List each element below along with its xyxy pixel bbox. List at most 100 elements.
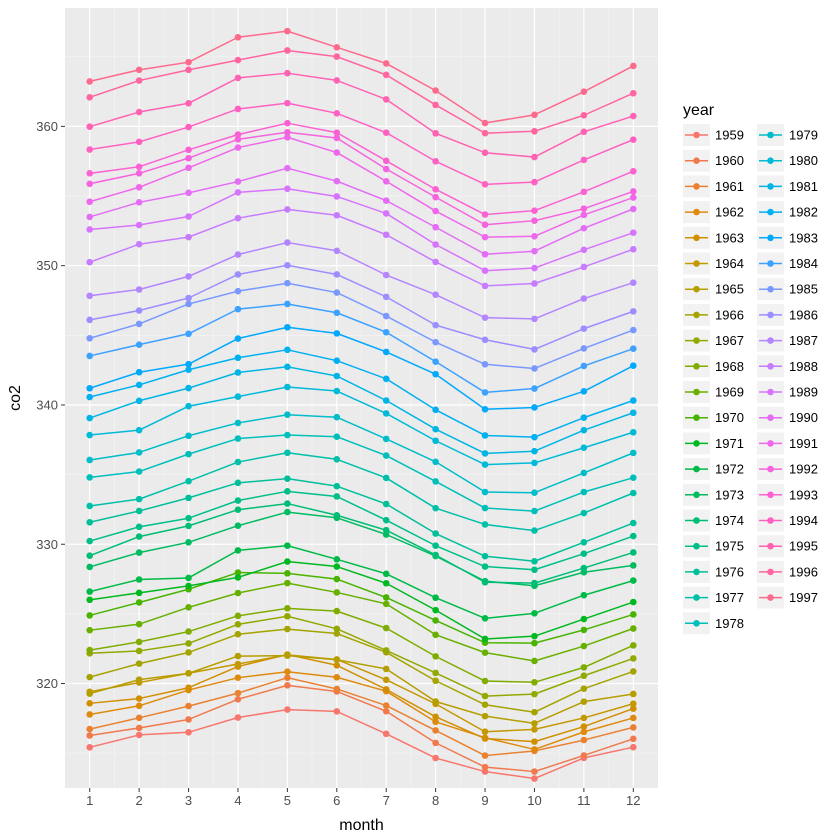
data-point-1966 <box>135 660 143 667</box>
y-tick-label: 340 <box>36 397 58 412</box>
data-point-1969 <box>185 604 192 611</box>
data-point-1983 <box>432 370 439 378</box>
data-point-1996 <box>333 53 341 60</box>
data-point-1985 <box>284 279 291 287</box>
series-line-1987 <box>89 241 634 320</box>
data-point-1979 <box>135 449 143 456</box>
data-point-1975 <box>86 537 94 545</box>
data-point-1975 <box>135 523 143 531</box>
data-point-1959 <box>284 706 291 713</box>
data-point-1990 <box>185 189 192 197</box>
legend-label-1959: 1959 <box>715 128 744 143</box>
data-point-1960 <box>135 724 143 732</box>
series-line-1971 <box>89 560 634 640</box>
data-point-1991 <box>86 198 94 206</box>
data-point-1987 <box>432 291 439 298</box>
data-point-1985 <box>481 360 489 368</box>
data-point-1994 <box>382 129 390 136</box>
legend-item-1977: 1977 <box>683 586 744 609</box>
data-point-1968 <box>234 612 242 620</box>
data-point-1984 <box>234 305 242 313</box>
data-point-1960 <box>86 732 94 739</box>
legend-key-point <box>767 594 774 601</box>
data-point-1980 <box>432 437 439 445</box>
series-line-1993 <box>89 122 634 216</box>
legend-key-point <box>693 414 700 422</box>
data-point-1976 <box>629 519 637 527</box>
data-point-1984 <box>531 385 538 392</box>
legend-label-1994: 1994 <box>789 513 818 528</box>
data-point-1970 <box>234 569 242 576</box>
data-point-1965 <box>481 712 489 720</box>
data-point-1985 <box>580 345 588 352</box>
series-line-1967 <box>89 615 634 697</box>
legend-item-1990: 1990 <box>757 406 818 429</box>
data-point-1988 <box>382 231 390 239</box>
data-point-1992 <box>382 165 390 173</box>
data-point-1993 <box>629 167 637 175</box>
data-point-1967 <box>481 692 489 700</box>
legend-key-point <box>767 183 774 190</box>
data-point-1981 <box>185 384 192 392</box>
data-point-1966 <box>629 668 637 675</box>
data-point-1972 <box>481 615 489 622</box>
data-point-1977 <box>481 521 489 528</box>
data-point-1992 <box>234 136 242 143</box>
data-point-1976 <box>382 500 390 508</box>
data-point-1980 <box>629 428 637 436</box>
series-line-1992 <box>89 131 634 226</box>
data-point-1970 <box>531 639 538 647</box>
data-point-1994 <box>580 156 588 164</box>
legend-key-point <box>693 157 700 164</box>
data-point-1972 <box>580 591 588 599</box>
data-point-1996 <box>382 71 390 79</box>
data-point-1960 <box>580 752 588 759</box>
legend-label-1974: 1974 <box>715 513 744 528</box>
legend-key-point <box>767 465 774 473</box>
data-point-1961 <box>234 689 242 697</box>
data-point-1963 <box>135 695 143 702</box>
data-point-1969 <box>284 579 291 587</box>
data-point-1971 <box>531 632 538 640</box>
data-point-1968 <box>185 628 192 635</box>
data-point-1964 <box>580 714 588 722</box>
data-point-1974 <box>432 551 439 559</box>
legend-key-point <box>767 414 774 422</box>
series-line-1963 <box>89 653 634 743</box>
legend-item-1986: 1986 <box>757 303 818 326</box>
data-point-1996 <box>432 101 439 109</box>
data-point-1964 <box>234 660 242 668</box>
data-point-1969 <box>86 626 94 634</box>
data-point-1990 <box>481 250 489 258</box>
legend-label-1977: 1977 <box>715 590 744 605</box>
data-point-1971 <box>481 635 489 643</box>
data-point-1993 <box>333 129 341 136</box>
data-point-1972 <box>135 576 143 583</box>
data-point-1984 <box>432 358 439 365</box>
data-point-1997 <box>86 78 94 85</box>
legend-label-1986: 1986 <box>789 307 818 322</box>
legend-item-1959: 1959 <box>683 124 744 146</box>
data-point-1984 <box>86 352 94 360</box>
data-point-1960 <box>284 682 291 689</box>
data-point-1983 <box>531 404 538 411</box>
series-line-1968 <box>89 607 634 684</box>
data-point-1989 <box>234 189 242 196</box>
data-point-1997 <box>629 62 637 70</box>
legend-key-point <box>693 234 700 242</box>
data-point-1971 <box>284 558 291 565</box>
legend-item-1991: 1991 <box>757 432 818 455</box>
legend-key-point <box>767 234 774 242</box>
data-point-1978 <box>629 474 637 481</box>
data-point-1967 <box>629 655 637 662</box>
data-point-1993 <box>432 186 439 193</box>
legend-label-1983: 1983 <box>789 230 818 245</box>
data-point-1995 <box>284 69 291 77</box>
data-point-1989 <box>135 221 143 229</box>
data-point-1961 <box>86 725 94 733</box>
data-point-1959 <box>333 708 341 715</box>
data-point-1971 <box>234 574 242 581</box>
data-point-1980 <box>333 387 341 395</box>
data-point-1972 <box>629 577 637 584</box>
data-point-1968 <box>135 638 143 646</box>
